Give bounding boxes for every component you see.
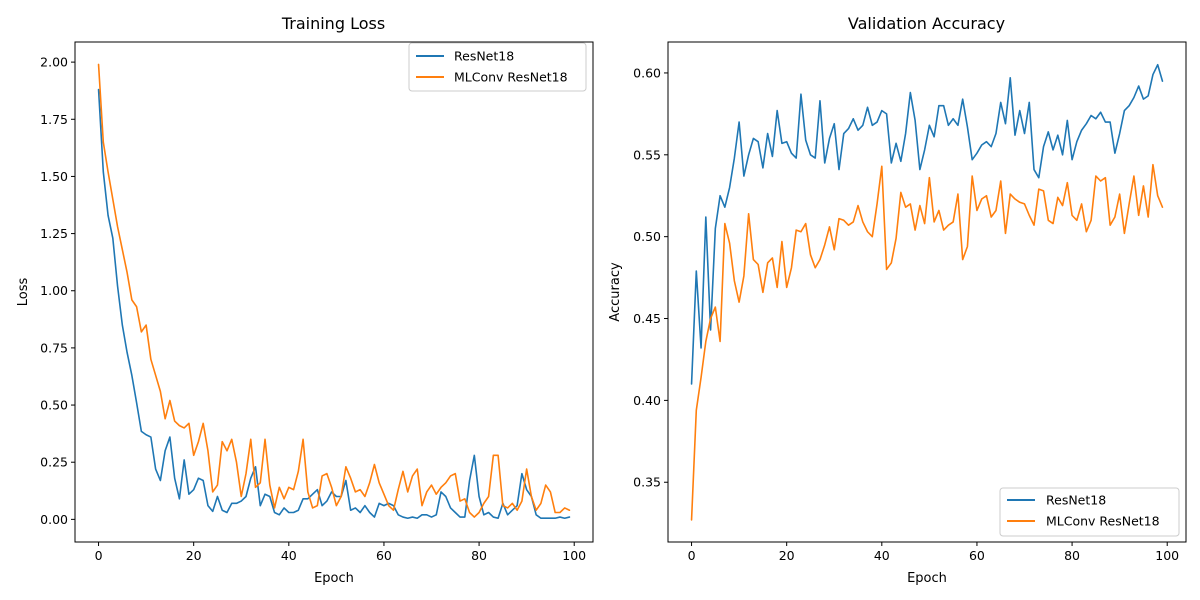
x-tick-label: 80 [1064, 548, 1080, 563]
y-tick-label: 2.00 [40, 55, 68, 70]
y-tick-label: 0.60 [633, 65, 661, 80]
series-line-mlconv-resnet18 [690, 163, 1164, 521]
plot-frame [74, 41, 594, 543]
series-line-resnet18 [97, 88, 571, 520]
x-tick-label: 20 [186, 548, 202, 563]
validation-accuracy-chart: Validation Accuracy 0 20 40 60 80 100 0.35 0.40… [608, 14, 1187, 586]
y-tick-label: 0.75 [40, 340, 68, 355]
tick-group: 0 20 40 60 80 100 0.00 0.25 0.50 0.75 1.00 1.25 1.50… [40, 55, 586, 563]
legend: ResNet18 MLConv ResNet18 [999, 487, 1180, 537]
legend-label-resnet18: ResNet18 [454, 49, 514, 64]
y-tick-label: 0.35 [633, 475, 661, 490]
series-lines [97, 63, 571, 520]
y-tick-label: 1.25 [40, 226, 68, 241]
y-tick-label: 0.00 [40, 512, 68, 527]
tick-group: 0 20 40 60 80 100 0.35 0.40 0.45 0.50 0.55 0.60 [633, 65, 1179, 563]
x-axis-label: Epoch [907, 571, 947, 586]
x-tick-label: 100 [1155, 548, 1179, 563]
series-lines [690, 63, 1164, 521]
y-tick-label: 0.50 [633, 229, 661, 244]
y-tick-label: 0.40 [633, 393, 661, 408]
legend: ResNet18 MLConv ResNet18 [408, 42, 587, 92]
x-tick-label: 100 [562, 548, 586, 563]
series-line-mlconv-resnet18 [97, 63, 571, 518]
x-axis-label: Epoch [314, 571, 354, 586]
y-tick-label: 0.55 [633, 147, 661, 162]
legend-label-mlconv-resnet18: MLConv ResNet18 [454, 70, 568, 85]
y-tick-label: 0.25 [40, 455, 68, 470]
plot-frame [667, 41, 1187, 543]
y-axis-label: Accuracy [608, 262, 623, 322]
legend-label-resnet18: ResNet18 [1046, 493, 1106, 508]
x-tick-label: 40 [874, 548, 890, 563]
x-tick-label: 40 [281, 548, 297, 563]
y-tick-label: 1.00 [40, 283, 68, 298]
y-axis-label: Loss [16, 278, 31, 307]
x-tick-label: 20 [779, 548, 795, 563]
y-tick-label: 1.50 [40, 169, 68, 184]
x-tick-label: 0 [95, 548, 103, 563]
chart-title: Training Loss [281, 14, 385, 33]
legend-label-mlconv-resnet18: MLConv ResNet18 [1046, 514, 1160, 529]
legend-frame [999, 487, 1180, 537]
y-tick-label: 1.75 [40, 112, 68, 127]
y-tick-label: 0.50 [40, 398, 68, 413]
training-loss-chart: Training Loss 0 20 40 60 80 100 0.00 0.25 0.50 0.… [16, 14, 594, 586]
x-tick-label: 80 [471, 548, 487, 563]
chart-title: Validation Accuracy [848, 14, 1005, 33]
legend-frame [408, 42, 587, 92]
y-tick-label: 0.45 [633, 311, 661, 326]
x-tick-label: 0 [688, 548, 696, 563]
x-tick-label: 60 [969, 548, 985, 563]
x-tick-label: 60 [376, 548, 392, 563]
series-line-resnet18 [690, 63, 1164, 385]
